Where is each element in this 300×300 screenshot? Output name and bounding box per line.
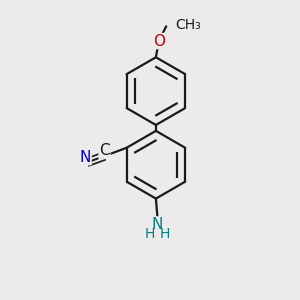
Text: CH₃: CH₃ xyxy=(176,18,201,32)
Text: C: C xyxy=(99,143,110,158)
Text: H: H xyxy=(160,227,170,242)
Text: N: N xyxy=(152,217,163,232)
Text: N: N xyxy=(80,150,91,165)
Text: O: O xyxy=(153,34,165,49)
Text: H: H xyxy=(145,227,155,242)
